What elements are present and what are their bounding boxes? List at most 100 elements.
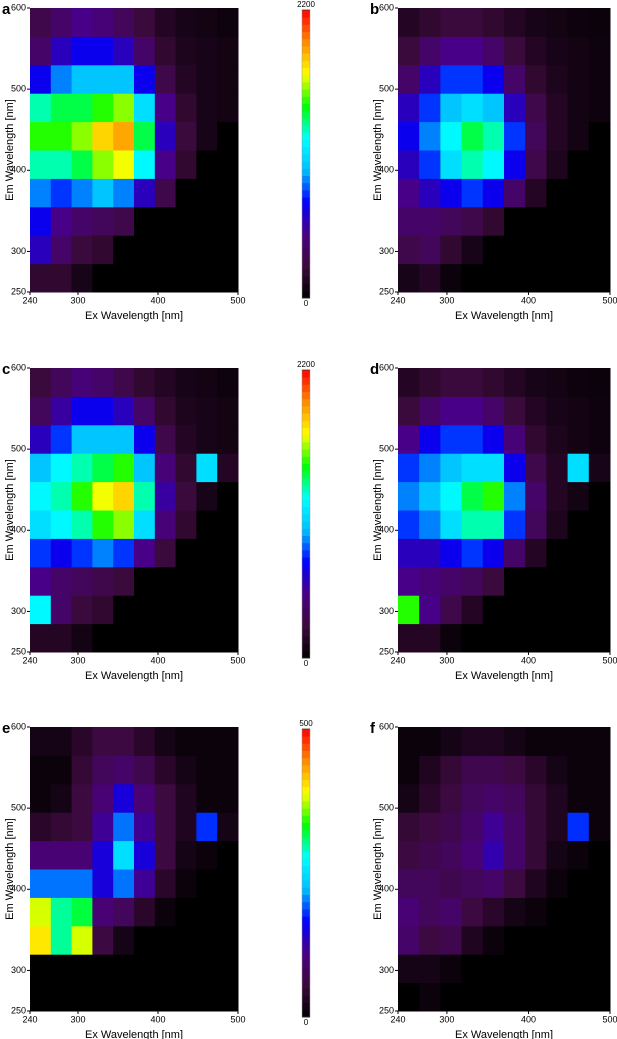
heat-cell (419, 783, 441, 813)
colorbar-segment (302, 89, 310, 97)
heat-cell (113, 453, 135, 483)
heat-cell (30, 396, 52, 426)
colorbar-tick-label: 500 (299, 719, 313, 728)
heat-cell (398, 840, 420, 870)
heat-cell (419, 263, 441, 293)
heat-cell (196, 150, 218, 179)
heat-cell (154, 424, 177, 454)
colorbar-segment (302, 24, 310, 32)
heat-cell (482, 595, 505, 625)
heat-cell (71, 954, 93, 984)
panel-label: f (370, 720, 376, 737)
heat-cell (567, 36, 590, 66)
heat-cell (482, 121, 505, 151)
x-tick-label: 240 (22, 655, 37, 665)
heat-cell (546, 424, 569, 454)
heat-cell (419, 869, 441, 898)
heat-cell (504, 727, 526, 756)
heat-cell (71, 178, 93, 208)
heat-cell (588, 481, 611, 511)
heat-cell (588, 64, 611, 94)
heat-cell (419, 925, 441, 955)
heat-cell (398, 727, 420, 756)
heat-cell (546, 755, 569, 785)
heat-cell (504, 93, 526, 123)
heat-cell (398, 925, 420, 955)
heat-cell (588, 783, 611, 813)
panel: 240 300 400 500 250 300 400 500 600 Ex Wavelength… (2, 719, 313, 1039)
heat-cell (113, 595, 135, 625)
heat-cell (504, 206, 526, 236)
colorbar-segment (302, 923, 310, 931)
heat-cell (217, 755, 239, 785)
heat-cell (154, 36, 177, 66)
heat-cell (175, 8, 197, 37)
y-tick-label: 600 (11, 362, 26, 372)
heat-cell (482, 481, 505, 511)
colorbar-segment (302, 952, 310, 960)
y-tick-label: 400 (379, 525, 394, 535)
heat-cell (154, 206, 177, 236)
heat-cell (196, 623, 218, 653)
heat-cell (546, 235, 569, 265)
heat-cell (504, 755, 526, 785)
heat-cell (92, 396, 114, 426)
heat-cell (461, 595, 484, 625)
heat-cell (175, 538, 197, 568)
heat-cell (92, 982, 114, 1012)
heat-cell (217, 481, 239, 511)
heat-cell (482, 8, 505, 37)
colorbar-segment (302, 793, 310, 802)
heat-cell (50, 263, 73, 293)
heat-cell (588, 8, 611, 37)
heat-cell (440, 566, 463, 596)
heat-cell (504, 235, 526, 265)
heat-cell (461, 36, 484, 66)
heat-cell (113, 538, 135, 568)
heat-cell (113, 954, 135, 984)
heat-cell (567, 623, 590, 653)
colorbar-segment (302, 988, 310, 996)
heat-cell (482, 897, 505, 927)
colorbar-segment (302, 564, 310, 572)
heat-cell (482, 840, 505, 870)
colorbar-segment (302, 622, 310, 630)
heat-cell (217, 925, 239, 955)
x-tick-label: 400 (150, 655, 165, 665)
heat-cell (30, 368, 52, 397)
heat-cell (419, 178, 441, 208)
heat-cell (113, 121, 135, 151)
heat-cell (567, 925, 590, 955)
heat-cell (134, 566, 156, 596)
heat-cell (398, 595, 420, 625)
heat-cell (419, 235, 441, 265)
heat-cell (419, 396, 441, 426)
colorbar-segment (302, 959, 310, 967)
heat-cell (92, 783, 114, 813)
heat-cell (567, 481, 590, 511)
heat-cell (482, 368, 505, 397)
colorbar-segment (302, 370, 310, 378)
heat-cell (92, 925, 114, 955)
heat-cell (419, 755, 441, 785)
heat-cell (525, 783, 547, 813)
colorbar-tick-label: 2200 (297, 360, 315, 369)
heat-cell (504, 897, 526, 927)
heat-cell (50, 235, 73, 265)
heat-cell (461, 783, 484, 813)
colorbar-segment (302, 17, 310, 25)
heat-cell (546, 954, 569, 984)
heat-cell (92, 481, 114, 511)
heat-cell (440, 453, 463, 483)
heat-cell (482, 36, 505, 66)
colorbar-segment (302, 593, 310, 601)
heat-cell (92, 897, 114, 927)
colorbar-segment (302, 240, 310, 248)
heat-cell (440, 368, 463, 397)
heat-cell (546, 727, 569, 756)
heat-cell (419, 93, 441, 123)
heat-cell (50, 206, 73, 236)
heat-cell (92, 424, 114, 454)
heat-cell (461, 623, 484, 653)
x-tick-label: 400 (521, 655, 536, 665)
